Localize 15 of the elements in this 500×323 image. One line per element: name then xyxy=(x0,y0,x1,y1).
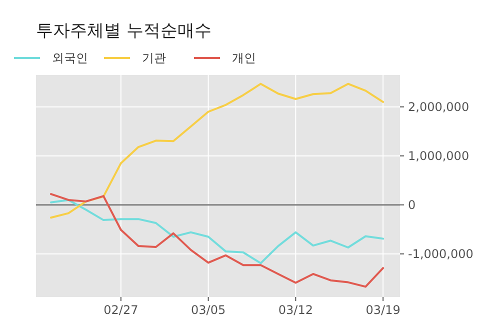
legend-label: 기관 xyxy=(142,51,166,65)
line-series xyxy=(50,198,384,264)
x-tick-label: 02/27 xyxy=(104,303,138,317)
legend-label: 외국인 xyxy=(52,51,88,65)
line-series xyxy=(50,193,384,288)
y-tick-label: -1,000,000 xyxy=(408,246,474,261)
chart-title: 투자주체별 누적순매수 xyxy=(36,21,212,41)
legend-label: 개인 xyxy=(232,51,256,65)
x-tick-label: 03/12 xyxy=(278,303,313,317)
y-tick-label: 1,000,000 xyxy=(408,148,470,163)
line-series xyxy=(50,82,384,219)
x-tick-label: 03/19 xyxy=(366,303,400,317)
x-tick-label: 03/05 xyxy=(191,303,226,317)
y-tick-label: 0 xyxy=(408,198,416,212)
y-tick-label: 2,000,000 xyxy=(408,100,470,114)
